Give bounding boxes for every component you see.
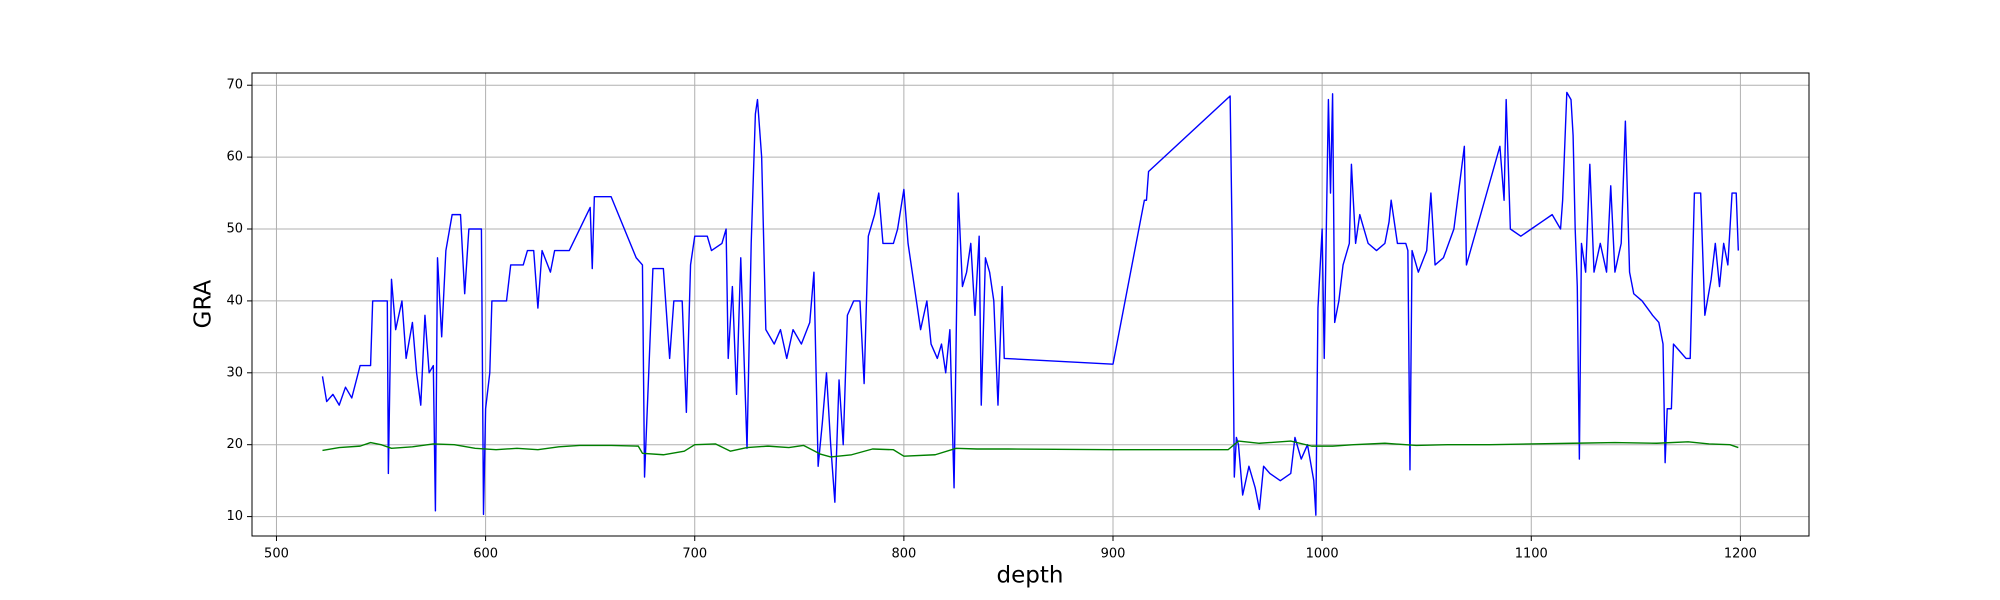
data-line — [322, 440, 1739, 458]
plot-frame — [251, 72, 1810, 537]
x-tick-label: 800 — [891, 547, 916, 562]
y-tick-label: 50 — [226, 222, 243, 237]
x-tick-label: 1100 — [1515, 547, 1548, 562]
y-tick-label: 10 — [226, 509, 243, 524]
y-tick-label: 40 — [226, 293, 243, 308]
x-tick-label: 600 — [473, 547, 498, 562]
x-tick-label: 1000 — [1306, 547, 1339, 562]
x-tick-label: 500 — [264, 547, 289, 562]
y-tick-label: 20 — [226, 437, 243, 452]
y-tick-label: 70 — [226, 78, 243, 93]
y-tick-label: 30 — [226, 365, 243, 380]
x-tick-label: 900 — [1101, 547, 1126, 562]
x-tick-label: 1200 — [1724, 547, 1757, 562]
y-axis-label: GRA — [191, 279, 217, 328]
data-line — [321, 91, 1740, 516]
y-tick-label: 60 — [226, 150, 243, 165]
x-tick-label: 700 — [682, 547, 707, 562]
x-axis-label: depth — [997, 563, 1064, 589]
